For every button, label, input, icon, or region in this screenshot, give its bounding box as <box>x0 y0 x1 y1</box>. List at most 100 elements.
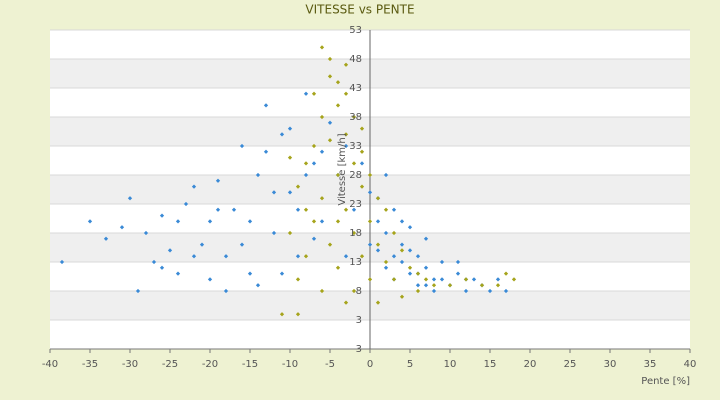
point <box>255 283 261 288</box>
point <box>239 242 245 247</box>
point <box>287 230 293 236</box>
point <box>271 230 277 236</box>
x-tick-label: -10 <box>282 359 298 370</box>
y-tick-label: 28 <box>349 170 362 181</box>
y-axis-label: Vitesse [km/h] <box>337 133 348 205</box>
point <box>351 230 357 236</box>
y-tick-label: 48 <box>349 54 362 65</box>
point <box>87 219 93 224</box>
point <box>375 219 381 224</box>
point <box>239 143 245 149</box>
point <box>407 265 413 270</box>
x-tick-label: -15 <box>242 359 258 370</box>
point <box>263 149 269 154</box>
x-tick-label: 35 <box>644 359 657 370</box>
point <box>391 230 397 236</box>
point <box>383 230 389 236</box>
x-tick-label: 40 <box>684 359 697 370</box>
point <box>319 196 325 201</box>
point <box>439 259 445 265</box>
point <box>287 155 293 160</box>
point <box>199 242 205 247</box>
point <box>415 254 421 259</box>
point <box>359 161 365 166</box>
point <box>399 248 405 253</box>
point <box>503 271 509 276</box>
x-tick-label: -25 <box>162 359 178 370</box>
point <box>495 277 501 282</box>
point <box>463 277 469 282</box>
point <box>359 184 365 189</box>
point <box>303 207 309 212</box>
point <box>223 288 229 294</box>
y-tick-label: 13 <box>349 257 362 268</box>
point <box>311 219 317 224</box>
point <box>391 254 397 259</box>
y-tick-label: 53 <box>349 25 362 36</box>
point <box>287 190 293 195</box>
point <box>351 288 357 294</box>
point <box>215 178 221 183</box>
point <box>511 277 517 282</box>
point <box>431 283 437 288</box>
point <box>319 149 325 154</box>
point <box>423 277 429 282</box>
y-tick-label: 3 <box>356 315 362 326</box>
point <box>367 277 373 282</box>
point <box>159 265 165 270</box>
point <box>247 219 253 224</box>
x-tick-label: -35 <box>82 359 98 370</box>
x-tick-label: 25 <box>564 359 577 370</box>
point <box>367 219 373 224</box>
point <box>271 190 277 195</box>
point <box>487 288 493 294</box>
point <box>367 190 373 195</box>
x-tick-label: -5 <box>325 359 335 370</box>
point <box>279 271 285 276</box>
point <box>159 213 165 218</box>
point <box>295 254 301 259</box>
point <box>351 207 357 212</box>
point <box>207 277 213 282</box>
point <box>231 207 237 212</box>
x-tick-label: 20 <box>524 359 537 370</box>
point <box>383 259 389 265</box>
point <box>375 196 381 201</box>
point <box>399 294 405 299</box>
x-tick-label: 15 <box>484 359 497 370</box>
point <box>343 300 349 305</box>
point <box>191 254 197 259</box>
point <box>335 265 341 270</box>
y-tick-label: 43 <box>349 83 362 94</box>
point <box>383 207 389 212</box>
x-tick-label: 10 <box>444 359 457 370</box>
point <box>367 172 373 178</box>
point <box>415 283 421 288</box>
point <box>335 172 341 178</box>
point <box>255 172 261 178</box>
point <box>455 271 461 276</box>
point <box>311 236 317 241</box>
point <box>175 219 181 224</box>
point <box>327 242 333 247</box>
point <box>311 143 317 149</box>
point <box>343 254 349 259</box>
x-axis-label: Pente [%] <box>641 376 690 387</box>
point <box>415 271 421 276</box>
point <box>343 207 349 212</box>
series <box>279 45 517 317</box>
point <box>319 288 325 294</box>
point <box>303 161 309 166</box>
point <box>399 219 405 224</box>
point <box>423 236 429 241</box>
point <box>463 288 469 294</box>
point <box>375 248 381 253</box>
point <box>399 242 405 247</box>
point <box>431 288 437 294</box>
point <box>183 201 189 207</box>
point <box>175 271 181 276</box>
point <box>455 259 461 265</box>
point <box>407 248 413 253</box>
point <box>391 207 397 212</box>
